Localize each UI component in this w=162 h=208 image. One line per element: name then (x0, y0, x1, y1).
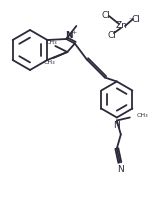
Text: CH₃: CH₃ (46, 40, 57, 45)
Text: Cl: Cl (132, 16, 140, 25)
Text: N: N (117, 165, 124, 174)
Text: Zn: Zn (116, 21, 128, 30)
Text: Cl: Cl (102, 10, 110, 20)
Text: CH₃: CH₃ (137, 113, 148, 118)
Text: CH₃: CH₃ (44, 59, 55, 64)
Text: Cl: Cl (108, 31, 116, 40)
Text: N: N (113, 121, 120, 130)
Text: +: + (72, 30, 77, 35)
Text: N: N (65, 31, 73, 41)
Text: ⁻: ⁻ (128, 17, 132, 23)
